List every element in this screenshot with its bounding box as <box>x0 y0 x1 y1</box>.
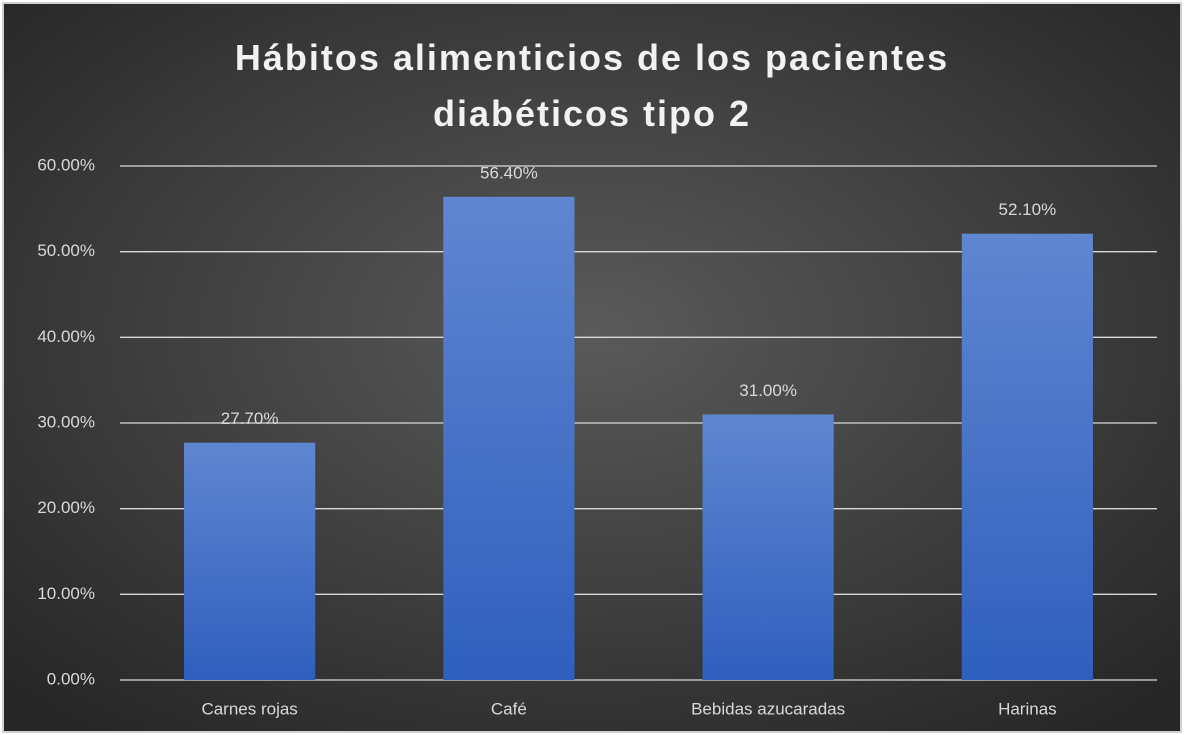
chart-title: Hábitos alimenticios de los pacientes di… <box>234 37 950 134</box>
bar <box>184 442 316 680</box>
y-tick-label: 10.00% <box>37 584 95 603</box>
y-tick-label: 50.00% <box>37 241 95 260</box>
value-label: 31.00% <box>739 381 797 400</box>
x-tick-label: Harinas <box>998 699 1057 718</box>
y-tick-label: 60.00% <box>37 155 95 174</box>
x-tick-label: Café <box>491 699 527 718</box>
bar <box>443 196 575 680</box>
y-tick-label: 30.00% <box>37 412 95 431</box>
x-tick-label: Carnes rojas <box>201 699 297 718</box>
x-tick-label: Bebidas azucaradas <box>691 699 845 718</box>
value-label: 56.40% <box>480 163 538 182</box>
y-tick-label: 40.00% <box>37 327 95 346</box>
y-tick-label: 0.00% <box>47 669 95 688</box>
y-tick-label: 20.00% <box>37 498 95 517</box>
value-label: 52.10% <box>999 200 1057 219</box>
bar <box>961 233 1093 680</box>
bar <box>702 414 834 680</box>
value-label: 27.70% <box>221 409 279 428</box>
